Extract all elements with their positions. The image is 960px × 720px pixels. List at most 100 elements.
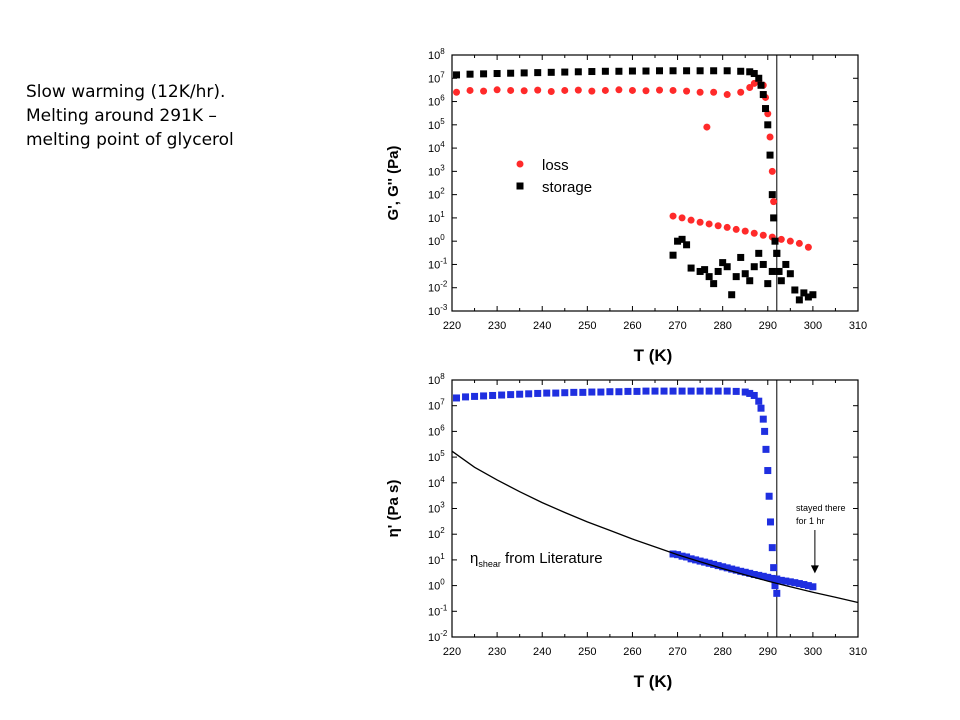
data-point: [520, 87, 528, 95]
x-tick-label: 310: [849, 320, 867, 332]
data-point: [701, 558, 709, 566]
data-point: [669, 387, 677, 395]
data-point: [606, 388, 614, 396]
x-tick-label: 290: [759, 320, 777, 332]
data-point: [703, 123, 711, 131]
caption-line-1: Slow warming (12K/hr).: [26, 82, 226, 102]
data-point: [800, 581, 808, 589]
legend-label: storage: [542, 179, 592, 196]
data-point: [750, 70, 758, 78]
x-tick-label: 300: [804, 320, 822, 332]
data-point: [525, 390, 533, 398]
data-point: [588, 68, 596, 76]
data-point: [471, 392, 479, 400]
legend: ηshear from Literature: [470, 550, 603, 569]
y-tick-label: 107: [428, 70, 445, 85]
data-point: [723, 223, 731, 231]
data-point: [701, 266, 709, 274]
data-point: [723, 564, 731, 572]
data-point: [766, 151, 774, 159]
x-tick-label: 290: [759, 646, 777, 658]
x-axis-label: T (K): [634, 672, 673, 691]
data-point: [759, 260, 767, 268]
y-tick-label: 107: [428, 398, 445, 413]
data-point: [547, 68, 555, 76]
data-point: [705, 559, 713, 567]
y-tick-label: 105: [428, 449, 445, 464]
y-tick-label: 10-2: [428, 280, 448, 295]
data-point: [719, 563, 727, 571]
data-point: [764, 573, 772, 581]
data-point: [480, 87, 488, 95]
caption-line-2: Melting around 291K –: [26, 106, 217, 126]
data-point: [714, 387, 722, 395]
data-point: [696, 267, 704, 275]
plot-frame: [451, 54, 859, 312]
y-axis-label: G', G'' (Pa): [385, 146, 402, 221]
data-point: [746, 277, 754, 285]
data-point: [710, 280, 718, 288]
y-tick-label: 103: [428, 163, 445, 178]
x-tick-label: 280: [713, 646, 731, 658]
x-tick-label: 220: [443, 646, 461, 658]
data-point: [453, 88, 461, 96]
y-axis-label: η' (Pa s): [385, 480, 402, 538]
data-point: [750, 571, 758, 579]
data-point: [782, 260, 790, 268]
data-point: [773, 575, 781, 583]
data-point: [732, 273, 740, 281]
y-tick-label: 100: [428, 578, 445, 593]
data-point: [777, 576, 785, 584]
data-point: [773, 589, 781, 597]
data-point: [498, 391, 506, 399]
data-point: [588, 87, 596, 95]
data-point: [597, 388, 605, 396]
data-point: [809, 583, 817, 591]
data-point: [683, 67, 691, 75]
data-point: [791, 579, 799, 587]
slide-caption: Slow warming (12K/hr). Melting around 29…: [26, 80, 326, 152]
data-point: [764, 280, 772, 288]
data-point: [552, 389, 560, 397]
data-point: [719, 259, 727, 267]
data-point: [761, 427, 769, 435]
x-axis-ticks: 220 230 240 250 260 270 280 290 300 310: [443, 55, 867, 332]
caption-line-3: melting point of glycerol: [26, 130, 234, 150]
x-tick-label: 270: [668, 646, 686, 658]
legend-marker: [516, 160, 524, 168]
data-point: [804, 293, 812, 301]
data-point: [759, 91, 767, 99]
data-point: [453, 71, 461, 79]
legend: loss storage: [516, 157, 592, 196]
data-point: [766, 518, 774, 526]
data-point: [762, 445, 770, 453]
data-point: [678, 235, 686, 243]
data-point: [462, 393, 470, 401]
data-point: [516, 390, 524, 398]
data-point: [710, 67, 718, 75]
annotation-stayed-there: stayed there for 1 hr: [796, 503, 846, 574]
data-point: [723, 67, 731, 75]
data-point: [714, 267, 722, 275]
data-point: [687, 264, 695, 272]
y-axis-ticks: 10-2 10-1 100 101 102 103 104 105 106 107 108: [428, 372, 858, 644]
y-axis-ticks: 10-3 10-2 10-1 100 101 102 103 104 105 106 107 108: [428, 47, 858, 318]
y-tick-label: 103: [428, 501, 445, 516]
legend-label: ηshear from Literature: [470, 550, 603, 569]
data-point: [520, 69, 528, 77]
literature-curve: [451, 450, 859, 604]
x-tick-label: 270: [668, 320, 686, 332]
data-point: [561, 389, 569, 397]
data-point: [710, 88, 718, 96]
data-point: [755, 74, 763, 82]
legend-label: loss: [542, 157, 569, 174]
x-tick-label: 250: [578, 320, 596, 332]
data-point: [777, 277, 785, 285]
y-tick-label: 108: [428, 372, 445, 387]
data-point: [547, 88, 555, 96]
data-point: [737, 567, 745, 575]
data-point: [795, 580, 803, 588]
data-point: [561, 68, 569, 76]
data-point: [705, 220, 713, 228]
